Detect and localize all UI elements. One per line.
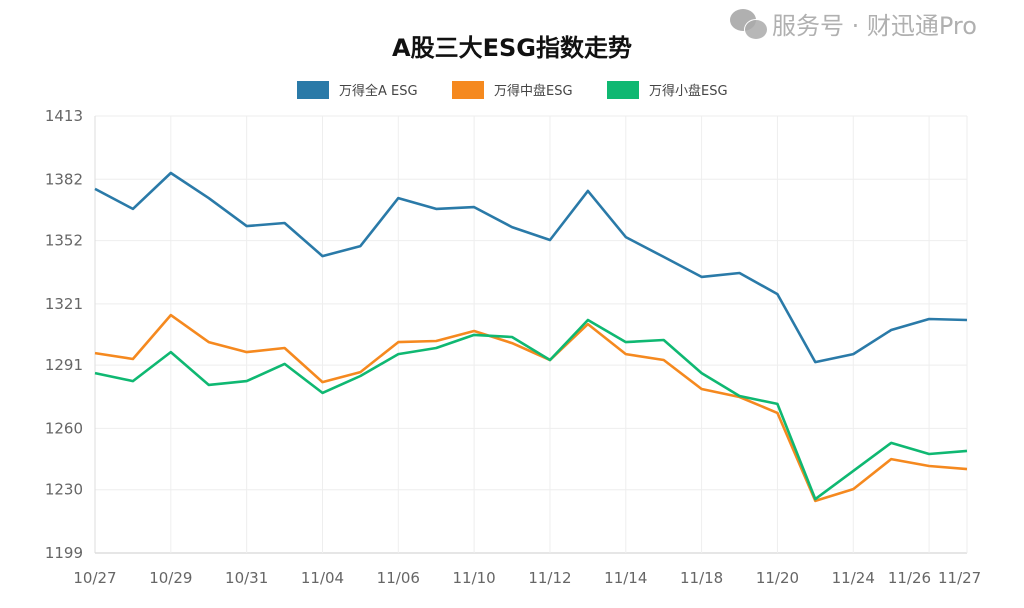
legend-item: 万得中盘ESG: [452, 81, 573, 99]
y-tick-label: 1382: [45, 170, 83, 188]
legend-label: 万得小盘ESG: [649, 83, 728, 99]
x-tick-label: 11/04: [301, 569, 344, 587]
watermark-text: 服务号 · 财迅通Pro: [772, 12, 977, 40]
x-tick-label: 10/31: [225, 569, 268, 587]
y-tick-label: 1321: [45, 295, 83, 313]
legend-swatch: [452, 81, 484, 99]
x-axis: 10/27 10/29 10/31 11/04 11/06 11/10 11/12 11/14…: [73, 569, 981, 587]
y-tick-label: 1199: [45, 544, 83, 562]
series-line-0: [94, 171, 968, 364]
y-tick-label: 1352: [45, 232, 83, 250]
y-tick-label: 1413: [45, 107, 83, 125]
x-tick-label: 11/26: [888, 569, 931, 587]
y-tick-label: 1291: [45, 356, 83, 374]
x-tick-label: 10/29: [149, 569, 192, 587]
series-lines: [94, 171, 968, 503]
y-axis: 1199 1230 1260 1291 1321 1352 1382 1413: [45, 107, 83, 562]
x-tick-label: 10/27: [73, 569, 116, 587]
legend: 万得全A ESG 万得中盘ESG 万得小盘ESG: [297, 81, 728, 99]
x-tick-label: 11/06: [377, 569, 420, 587]
series-line-1: [94, 313, 968, 503]
legend-label: 万得全A ESG: [339, 83, 418, 99]
series-line-2: [94, 318, 968, 501]
x-tick-label: 11/12: [528, 569, 571, 587]
x-tick-label: 11/24: [832, 569, 875, 587]
x-tick-label: 11/27: [938, 569, 981, 587]
legend-swatch: [607, 81, 639, 99]
x-tick-label: 11/14: [604, 569, 647, 587]
y-tick-label: 1260: [45, 419, 83, 437]
x-tick-label: 11/18: [680, 569, 723, 587]
x-tick-label: 11/10: [453, 569, 496, 587]
legend-item: 万得小盘ESG: [607, 81, 728, 99]
legend-label: 万得中盘ESG: [494, 83, 573, 99]
legend-item: 万得全A ESG: [297, 81, 418, 99]
chart-title: A股三大ESG指数走势: [392, 34, 632, 62]
watermark: 服务号 · 财迅通Pro: [730, 6, 977, 41]
y-tick-label: 1230: [45, 481, 83, 499]
legend-swatch: [297, 81, 329, 99]
grid: [94, 115, 968, 554]
wechat-icon: [730, 8, 768, 40]
x-tick-label: 11/20: [756, 569, 799, 587]
